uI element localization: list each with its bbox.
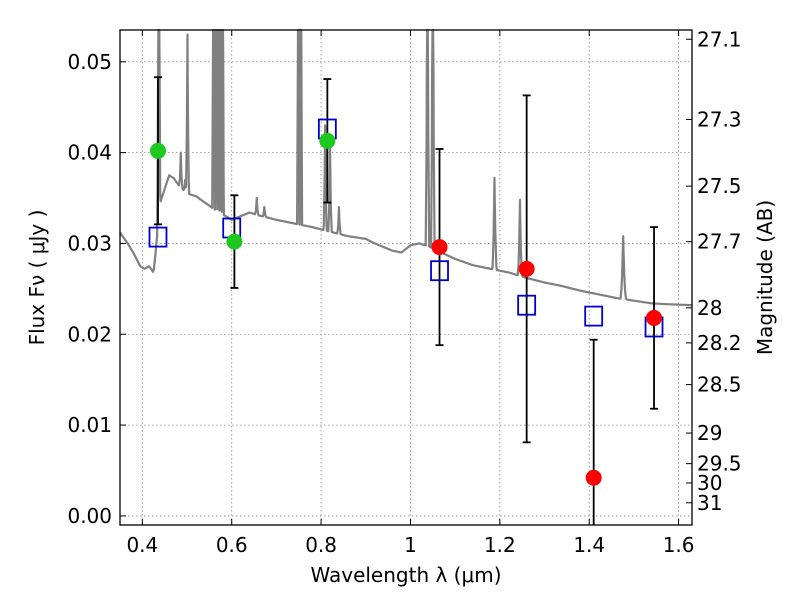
ticks-layer: 0.4 0.6 0.8 1 1.2 1.4 1.6 0.00 0.01 0.02 0.03 0.04 0…	[67, 27, 741, 557]
right-tick-label: 28	[697, 296, 722, 320]
y-tick-label: 0.05	[67, 50, 112, 74]
x-tick-label: 1	[404, 533, 417, 557]
red-point	[585, 469, 602, 486]
green-point	[226, 233, 243, 250]
x-tick-label: 0.4	[126, 533, 158, 557]
x-tick-label: 0.6	[216, 533, 248, 557]
model-square	[430, 260, 449, 282]
model-square	[517, 294, 537, 316]
spectrum-layer	[119, 28, 693, 307]
right-tick-label: 29	[697, 421, 722, 445]
x-tick-label: 1.6	[663, 533, 695, 557]
right-tick-label: 28.2	[697, 331, 742, 355]
x-axis-title: Wavelength λ (μm)	[310, 563, 501, 587]
marker-layer	[148, 118, 664, 486]
x-tick-label: 1.2	[484, 533, 516, 557]
right-tick-label: 27.3	[697, 107, 742, 131]
model-square	[148, 226, 168, 248]
right-tick-label: 27.5	[697, 174, 742, 198]
grid	[120, 30, 692, 525]
red-point	[518, 260, 535, 277]
plot-frame	[119, 29, 693, 526]
model-square	[584, 305, 604, 327]
right-tick-label: 27.7	[697, 230, 742, 254]
y-axis-title: Flux Fν ( μJy )	[25, 210, 49, 346]
green-point	[149, 142, 166, 159]
right-tick-label: 29.5	[697, 452, 742, 476]
y-tick-label: 0.00	[67, 504, 112, 528]
red-point	[431, 239, 448, 256]
errorbar-layer	[153, 76, 659, 525]
green-point	[319, 132, 336, 149]
right-tick-label: 30	[697, 471, 722, 495]
y-tick-label: 0.01	[67, 413, 112, 437]
y-tick-label: 0.04	[67, 141, 112, 165]
x-tick-label: 1.4	[573, 533, 605, 557]
y-tick-label: 0.02	[67, 322, 112, 346]
right-tick-label: 31	[697, 491, 722, 515]
right-axis-title: Magnitude (AB)	[753, 200, 777, 355]
x-tick-label: 0.8	[305, 533, 337, 557]
spectrum-line	[119, 28, 693, 307]
right-tick-label: 28.5	[697, 373, 742, 397]
y-tick-label: 0.03	[67, 231, 112, 255]
right-tick-label: 27.1	[697, 27, 742, 51]
red-point	[646, 309, 663, 326]
